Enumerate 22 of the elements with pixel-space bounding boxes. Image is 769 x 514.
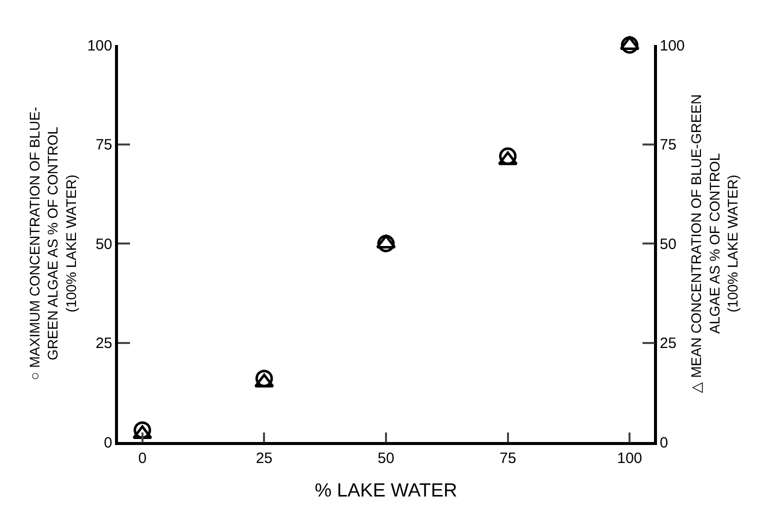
- y2-tick-label: 0: [660, 434, 668, 452]
- y-tick-label: 25: [96, 335, 112, 352]
- x-tick-label: 0: [138, 450, 147, 467]
- y-tick-label: 0: [104, 434, 112, 452]
- x-tick-label: 50: [378, 450, 394, 467]
- x-tick-label: 25: [256, 450, 273, 467]
- point: [499, 147, 517, 165]
- y-tick-label: 100: [87, 37, 112, 54]
- y2-tick-label: 50: [660, 236, 676, 253]
- y-tick-label: 50: [96, 236, 112, 253]
- x-tick-label: 100: [617, 450, 642, 467]
- point: [620, 36, 638, 54]
- x-tick-label: 75: [499, 450, 516, 467]
- point: [498, 151, 518, 166]
- y-tick-label: 75: [96, 136, 112, 154]
- x-axis-title: % LAKE WATER: [314, 480, 458, 502]
- y2-tick-label: 100: [660, 37, 685, 54]
- point: [132, 425, 152, 440]
- y2-axis-title: △ MEAN CONCENTRATION OF BLUE-GREEN ALGAE AS % OF CONTROL (100% LAKE WATER): [688, 94, 740, 393]
- y2-tick-label: 75: [660, 136, 676, 154]
- y2-tick-label: 25: [660, 335, 676, 352]
- y-axis-title: ○ MAXIMUM CONCENTRATION OF BLUE- GREEN ALGAE AS % OF CONTROL (100% LAKE WATER): [26, 106, 79, 380]
